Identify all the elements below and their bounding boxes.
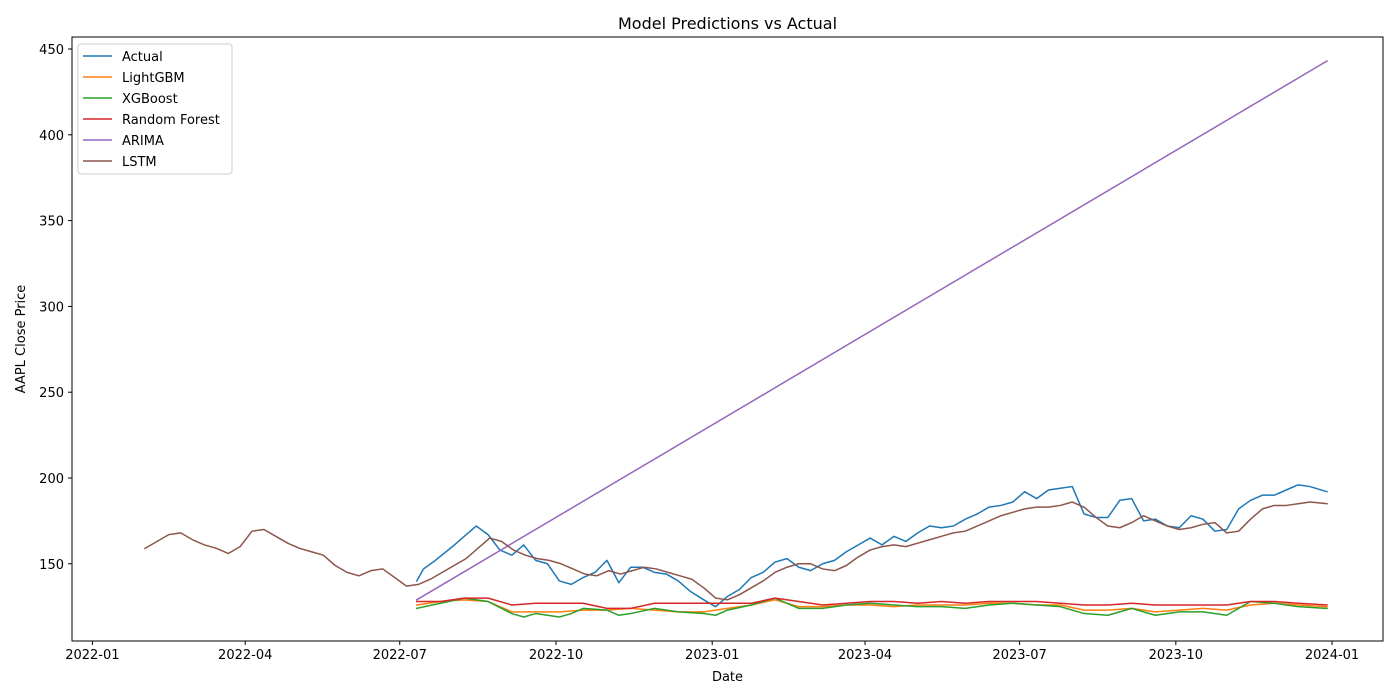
x-tick-label-3: 2022-10 [529, 648, 583, 663]
series-line-xgboost [415, 597, 1328, 618]
y-tick-label-4: 350 [39, 215, 64, 230]
x-tick-label-8: 2024-01 [1305, 648, 1359, 663]
series-line-lightgbm [415, 599, 1328, 613]
legend-label-lightgbm: LightGBM [122, 71, 185, 86]
y-tick-label-3: 300 [39, 300, 64, 315]
y-tick-label-0: 150 [39, 558, 64, 573]
legend-label-arima: ARIMA [122, 134, 164, 149]
x-tick-label-1: 2022-04 [218, 648, 272, 663]
y-axis-title: AAPL Close Price [14, 285, 29, 394]
legend-label-xgboost: XGBoost [122, 92, 178, 107]
series-line-arima [415, 59, 1328, 601]
y-tick-label-6: 450 [39, 43, 64, 58]
series-line-random-forest [415, 597, 1328, 610]
y-tick-label-5: 400 [39, 129, 64, 144]
y-tick-label-2: 250 [39, 386, 64, 401]
y-tick-label-1: 200 [39, 472, 64, 487]
x-tick-label-5: 2023-04 [838, 648, 892, 663]
plot-frame [71, 36, 1384, 642]
series-layer [143, 59, 1328, 618]
legend-box [77, 43, 233, 175]
x-tick-label-6: 2023-07 [992, 648, 1046, 663]
x-tick-label-4: 2023-01 [685, 648, 739, 663]
legend-label-random-forest: Random Forest [122, 113, 220, 128]
plot-area [71, 36, 1384, 642]
x-axis: 2022-01 2022-04 2022-07 2022-10 2023-01 2023-… [65, 641, 1359, 663]
y-axis: 150 200 250 300 350 400 450 [39, 43, 72, 573]
legend-label-lstm: LSTM [122, 155, 157, 170]
x-tick-label-7: 2023-10 [1149, 648, 1203, 663]
legend: Actual LightGBM XGBoost Random Forest ARIMA L… [77, 43, 233, 175]
legend-label-actual: Actual [122, 50, 163, 65]
x-tick-label-2: 2022-07 [373, 648, 427, 663]
chart-title: Model Predictions vs Actual [618, 14, 837, 33]
x-tick-label-0: 2022-01 [65, 648, 119, 663]
x-axis-title: Date [712, 670, 743, 685]
series-line-lstm [143, 501, 1328, 601]
